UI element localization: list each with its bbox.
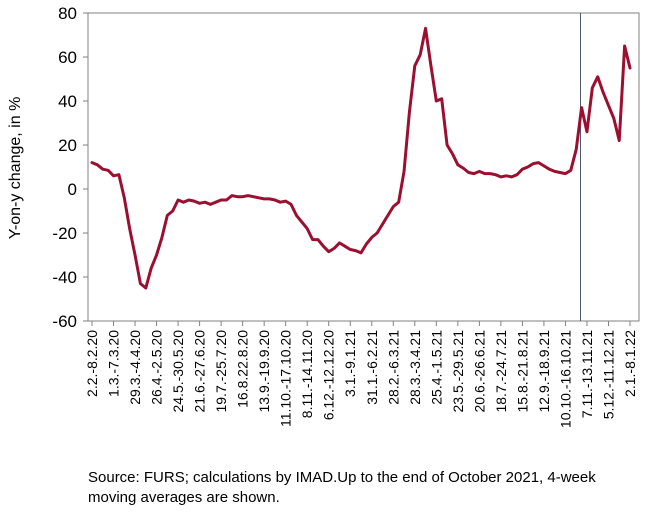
x-tick-label: 8.11.-14.11.20 (299, 330, 315, 418)
x-tick-label: 19.7.-25.7.20 (213, 330, 229, 413)
x-tick-label: 5.12.-11.12.21 (600, 330, 616, 419)
x-axis: 2.2.-8.2.20 1.3.-7.3.20 29.3.-4.4.20 26.4.-… (84, 321, 638, 428)
x-tick-label: 31.1.-6.2.21 (364, 330, 380, 405)
y-tick-label: 80 (58, 4, 77, 23)
x-tick-label: 10.10.-16.10.21 (557, 330, 573, 428)
x-tick-label: 7.11.-13.11.21 (579, 330, 595, 418)
x-tick-label: 16.8.22.8.20 (235, 330, 251, 408)
x-tick-label: 13.9.-19.9.20 (256, 330, 272, 413)
plot-frame (87, 12, 640, 322)
y-tick-label: -60 (52, 312, 77, 331)
series-line (90, 26, 632, 290)
y-tick-label: -40 (52, 268, 77, 287)
x-tick-label: 1.3.-7.3.20 (106, 330, 122, 397)
y-tick-label: 60 (58, 48, 77, 67)
line-chart: Y-on-y change, in % 80 60 40 20 0 -20 -40 -60 2… (7, 4, 640, 428)
y-axis-label: Y-on-y change, in % (7, 97, 24, 240)
x-tick-label: 12.9.-18.9.21 (536, 330, 552, 413)
source-note: Source: FURS; calculations by IMAD.Up to… (88, 469, 596, 506)
x-tick-label: 2.2.-8.2.20 (84, 330, 100, 397)
x-tick-label: 11.10.-17.10.20 (278, 330, 294, 427)
y-tick-label: 40 (58, 92, 77, 111)
x-tick-label: 29.3.-4.4.20 (127, 330, 143, 405)
y-tick-label: -20 (52, 224, 77, 243)
x-tick-label: 28.3.-3.4.21 (407, 330, 423, 405)
x-tick-label: 23.5.-29.5.21 (450, 330, 466, 413)
x-tick-label: 24.5.-30.5.20 (170, 330, 186, 413)
x-tick-label: 28.2.-6.3.21 (385, 330, 401, 405)
x-tick-label: 6.12.-12.12.20 (321, 330, 337, 421)
y-tick-label: 0 (68, 180, 77, 199)
x-tick-label: 25.4.-1.5.21 (428, 330, 444, 405)
x-tick-label: 15.8.-21.8.21 (514, 330, 530, 413)
x-tick-label: 21.6.-27.6.20 (192, 330, 208, 413)
x-tick-label: 3.1.-9.1.21 (342, 330, 358, 397)
x-tick-label: 20.6.-26.6.21 (471, 330, 487, 413)
y-tick-label: 20 (58, 136, 77, 155)
y-axis: 80 60 40 20 0 -20 -40 -60 (52, 4, 88, 331)
x-tick-label: 18.7.-24.7.21 (493, 330, 509, 413)
x-tick-label: 26.4.-2.5.20 (149, 330, 165, 405)
x-tick-label: 2.1.-8.1.22 (622, 330, 638, 397)
